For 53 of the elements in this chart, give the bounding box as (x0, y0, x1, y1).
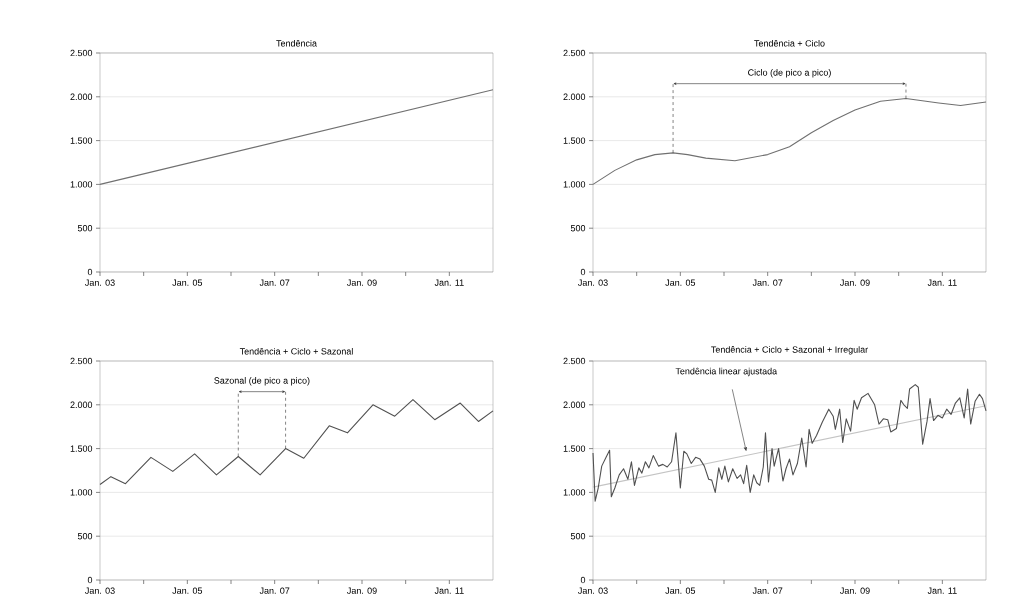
y-tick-label: 0 (87, 576, 93, 584)
x-tick-label: Jan. 05 (172, 279, 203, 286)
chart-title: Tendência + Ciclo + Sazonal (239, 347, 353, 355)
y-tick-label: 2.500 (563, 49, 586, 57)
x-tick-label: Jan. 11 (434, 587, 464, 594)
x-tick-label: Jan. 07 (259, 587, 290, 594)
y-tick-label: 2.000 (70, 93, 93, 100)
y-tick-label: 1.500 (70, 137, 93, 144)
x-tick-label: Jan. 09 (840, 279, 870, 286)
y-tick-label: 500 (77, 533, 93, 540)
chart-title: Tendência + Ciclo + Sazonal + Irregular (711, 346, 868, 355)
y-tick-label: 2.000 (563, 401, 586, 408)
line-series (592, 384, 987, 502)
y-tick-label: 2.500 (70, 49, 93, 57)
y-tick-label: 1.500 (563, 137, 586, 144)
y-tick-label: 500 (77, 225, 93, 232)
y-tick-label: 0 (580, 576, 586, 584)
y-tick-label: 500 (570, 225, 586, 232)
y-tick-label: 1.500 (70, 445, 93, 452)
y-tick-label: 2.500 (563, 357, 586, 365)
y-tick-label: 2.000 (563, 93, 586, 100)
x-tick-label: Jan. 07 (752, 587, 783, 594)
x-tick-label: Jan. 05 (665, 587, 696, 594)
x-tick-label: Jan. 03 (85, 279, 115, 286)
x-tick-label: Jan. 07 (259, 279, 290, 286)
y-tick-label: 500 (570, 533, 586, 540)
y-tick-label: 0 (87, 268, 93, 276)
line-series (99, 398, 494, 486)
x-tick-label: Jan. 05 (172, 587, 203, 594)
x-tick-label: Jan. 03 (578, 279, 608, 286)
x-tick-label: Jan. 03 (85, 587, 115, 594)
chart-title: Tendência (276, 39, 317, 47)
x-tick-label: Jan. 09 (347, 279, 377, 286)
y-tick-label: 1.000 (70, 489, 93, 496)
x-tick-label: Jan. 09 (347, 587, 377, 594)
y-tick-label: 1.000 (70, 181, 93, 188)
chart-title: Tendência + Ciclo (754, 39, 825, 47)
x-tick-label: Jan. 11 (927, 279, 957, 286)
annotation: Sazonal (de pico a pico) (214, 377, 310, 386)
x-tick-label: Jan. 09 (840, 587, 870, 594)
x-tick-label: Jan. 11 (927, 587, 957, 594)
annotation: Ciclo (de pico a pico) (748, 69, 831, 78)
y-tick-label: 0 (580, 268, 586, 276)
x-tick-label: Jan. 07 (752, 279, 783, 286)
y-tick-label: 2.500 (70, 357, 93, 365)
y-tick-label: 1.500 (563, 445, 586, 452)
annotation: Tendência linear ajustada (675, 367, 778, 377)
y-tick-label: 1.000 (563, 489, 586, 496)
x-tick-label: Jan. 05 (665, 279, 696, 286)
y-tick-label: 2.000 (70, 401, 93, 408)
x-tick-label: Jan. 11 (434, 279, 464, 286)
y-tick-label: 1.000 (563, 181, 586, 188)
x-tick-label: Jan. 03 (578, 587, 608, 594)
